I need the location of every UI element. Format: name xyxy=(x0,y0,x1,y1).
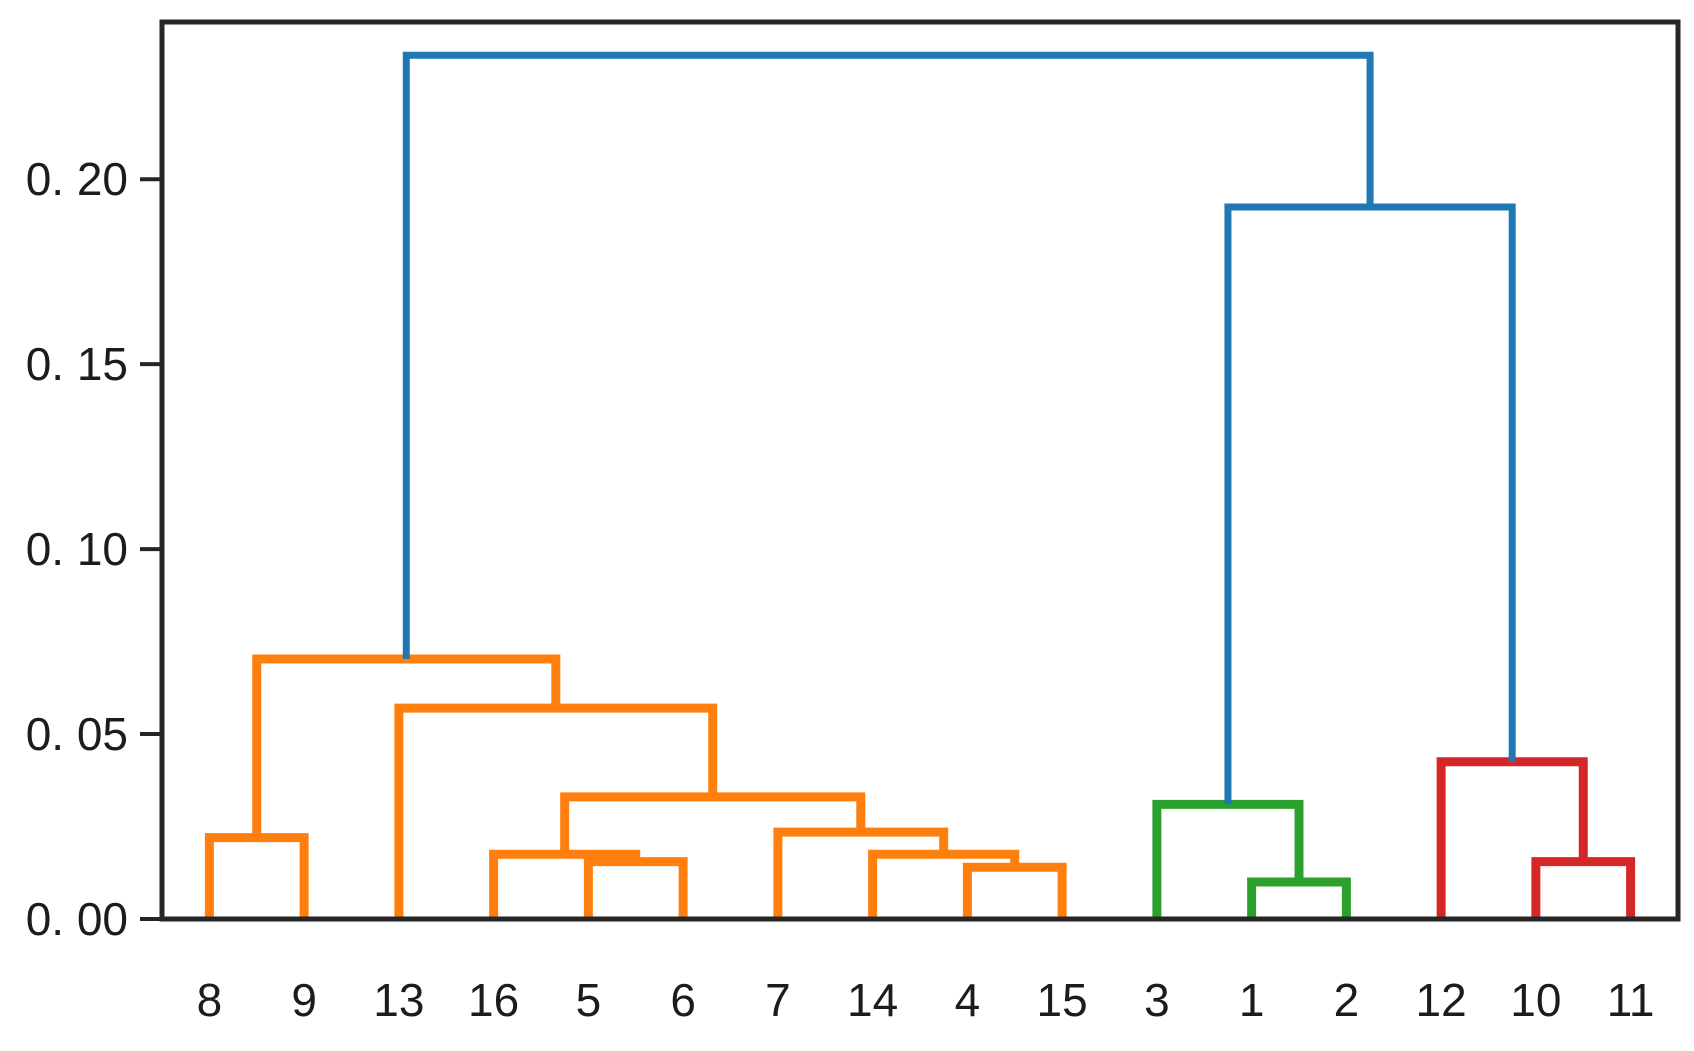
cluster-link-10 xyxy=(1152,799,1304,919)
x-leaf-label: 1 xyxy=(1239,974,1265,1026)
x-leaf-label: 2 xyxy=(1334,974,1360,1026)
x-leaf-label: 16 xyxy=(468,974,519,1026)
y-tick-label: 0. 15 xyxy=(26,338,128,390)
x-leaf-label: 6 xyxy=(670,974,696,1026)
cluster-link-13 xyxy=(1224,203,1516,805)
x-leaf-label: 8 xyxy=(197,974,223,1026)
x-leaf-label: 13 xyxy=(373,974,424,1026)
cluster-link-7 xyxy=(394,703,718,919)
x-leaf-label: 3 xyxy=(1144,974,1170,1026)
y-tick-label: 0. 20 xyxy=(26,153,128,205)
x-leaf-label: 10 xyxy=(1510,974,1561,1026)
y-axis: 0. 00 0. 05 0. 10 0. 15 0. 20 xyxy=(26,153,162,945)
x-leaf-label: 12 xyxy=(1416,974,1467,1026)
cluster-link-1 xyxy=(583,857,688,919)
x-leaf-label: 4 xyxy=(955,974,981,1026)
cluster-link-12 xyxy=(1436,757,1588,919)
plot-frame xyxy=(159,19,1681,922)
x-leaf-label: 15 xyxy=(1037,974,1088,1026)
x-leaf-label: 14 xyxy=(847,974,898,1026)
x-leaf-label: 11 xyxy=(1607,974,1655,1026)
cluster-link-11 xyxy=(1531,857,1636,919)
x-leaf-label: 9 xyxy=(291,974,317,1026)
cluster-link-9 xyxy=(1247,877,1351,919)
cluster-link-0 xyxy=(204,833,309,919)
y-tick-label: 0. 10 xyxy=(26,523,128,575)
cluster-link-5 xyxy=(773,827,949,919)
x-axis: 8 9 13 16 5 6 7 14 4 15 3 1 2 12 10 11 xyxy=(197,974,1655,1026)
cluster-link-6 xyxy=(560,792,866,855)
cluster-link-14 xyxy=(402,51,1374,659)
x-leaf-label: 7 xyxy=(765,974,791,1026)
cluster-link-3 xyxy=(962,862,1067,919)
y-tick-label: 0. 00 xyxy=(26,893,128,945)
dendrogram-links xyxy=(204,51,1636,919)
x-leaf-label: 5 xyxy=(576,974,602,1026)
cluster-link-8 xyxy=(252,654,561,838)
y-tick-label: 0. 05 xyxy=(26,708,128,760)
